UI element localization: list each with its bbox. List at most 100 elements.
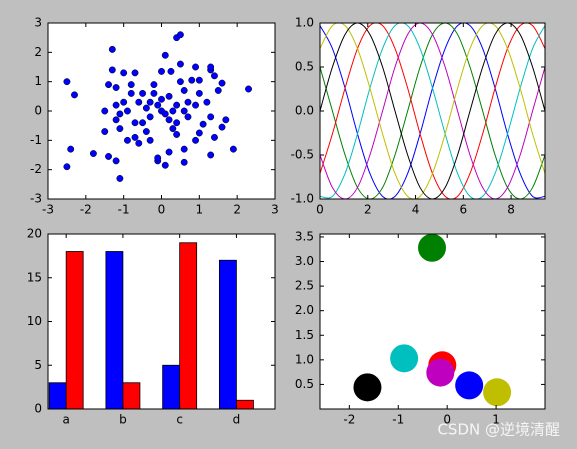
- point: [214, 87, 222, 94]
- y-tick-label: -2: [30, 162, 42, 176]
- point: [116, 175, 124, 182]
- point: [218, 79, 226, 87]
- point: [146, 98, 154, 106]
- point: [203, 98, 211, 106]
- sine-line: [320, 23, 545, 199]
- point: [112, 157, 120, 165]
- point: [124, 107, 131, 115]
- point: [127, 81, 135, 89]
- point: [146, 136, 154, 144]
- point: [173, 131, 181, 138]
- bar: [162, 364, 181, 409]
- y-tick-label: -3: [30, 192, 42, 206]
- point: [131, 133, 139, 141]
- x-tick-label: 0: [443, 413, 451, 427]
- y-tick-label: 5: [34, 358, 42, 372]
- point: [139, 89, 147, 97]
- bubble: [390, 344, 419, 373]
- x-tick-label: -1: [392, 413, 404, 427]
- subplot: -3 -2 -1 0 1 2 3 -3 -2 -1 0 1 2 3: [30, 16, 279, 217]
- point: [176, 78, 184, 86]
- point: [139, 119, 147, 127]
- point: [180, 107, 188, 115]
- x-tick-label: a: [62, 413, 69, 427]
- y-tick-label: 2.0: [295, 303, 314, 317]
- subplot: 0.5 1.0 1.5 2.0 2.5 3.0 3.5 -2 -1 0 1: [295, 229, 546, 427]
- point: [150, 81, 158, 89]
- point: [169, 125, 177, 133]
- point: [192, 63, 200, 71]
- x-tick-label: 1: [492, 413, 500, 427]
- point: [195, 129, 203, 137]
- point: [161, 161, 169, 169]
- point: [207, 63, 215, 71]
- point: [135, 139, 143, 147]
- point: [154, 101, 162, 109]
- bar: [65, 251, 84, 409]
- y-tick-label: 1.0: [295, 16, 314, 30]
- point: [131, 69, 139, 77]
- y-tick-label: 0.0: [295, 104, 314, 118]
- x-tick-label: 4: [412, 203, 420, 217]
- bar: [48, 382, 67, 409]
- point: [105, 153, 112, 160]
- x-tick-label: 2: [364, 203, 372, 217]
- x-tick-label: d: [233, 413, 241, 427]
- point: [112, 116, 120, 124]
- axes-background: [320, 23, 545, 199]
- x-tick-label: 0: [316, 203, 324, 217]
- y-tick-label: -0.5: [291, 148, 314, 162]
- y-tick-label: 2.5: [295, 279, 314, 293]
- point: [67, 145, 75, 153]
- bar: [179, 242, 198, 409]
- x-tick-label: 1: [196, 203, 204, 217]
- subplot: -1.0 -0.5 0.0 0.5 1.0 0 2 4 6 8: [291, 16, 546, 217]
- point: [195, 76, 203, 84]
- point: [211, 72, 218, 80]
- point: [142, 104, 150, 112]
- subplot: 0 5 10 15 20 a b c d: [27, 227, 276, 427]
- y-tick-label: 0.5: [295, 60, 314, 74]
- point: [158, 67, 165, 75]
- point: [135, 98, 143, 106]
- point: [165, 148, 173, 156]
- y-tick-label: 0: [34, 402, 42, 416]
- point: [63, 163, 71, 171]
- x-tick-label: 2: [233, 203, 241, 217]
- point: [112, 84, 120, 91]
- point: [222, 116, 230, 124]
- point: [116, 125, 124, 133]
- y-tick-label: 0.5: [295, 377, 314, 391]
- point: [192, 101, 200, 109]
- point: [184, 113, 192, 121]
- point: [184, 98, 192, 106]
- y-tick-label: 0: [34, 104, 42, 118]
- bubble: [455, 371, 484, 400]
- axes-frame: [47, 233, 276, 410]
- x-tick-label: c: [176, 413, 183, 427]
- point: [154, 154, 162, 162]
- point: [161, 51, 169, 59]
- y-tick-label: 10: [27, 314, 42, 328]
- y-tick-label: 15: [27, 270, 42, 284]
- point: [101, 107, 109, 115]
- point: [150, 89, 158, 97]
- sine-line: [320, 23, 545, 199]
- y-tick-label: 1: [34, 74, 42, 88]
- point: [120, 98, 128, 106]
- y-tick-label: 20: [27, 227, 42, 241]
- point: [165, 116, 173, 124]
- y-tick-label: 3.0: [295, 254, 314, 268]
- x-tick-label: b: [119, 413, 127, 427]
- bar: [105, 251, 124, 409]
- y-tick-label: 3.5: [295, 229, 314, 243]
- bar: [236, 399, 254, 409]
- plot-area: [63, 31, 252, 182]
- point: [105, 81, 112, 89]
- point: [176, 31, 184, 39]
- point: [192, 136, 200, 144]
- x-tick-label: 8: [507, 203, 515, 217]
- point: [180, 87, 188, 94]
